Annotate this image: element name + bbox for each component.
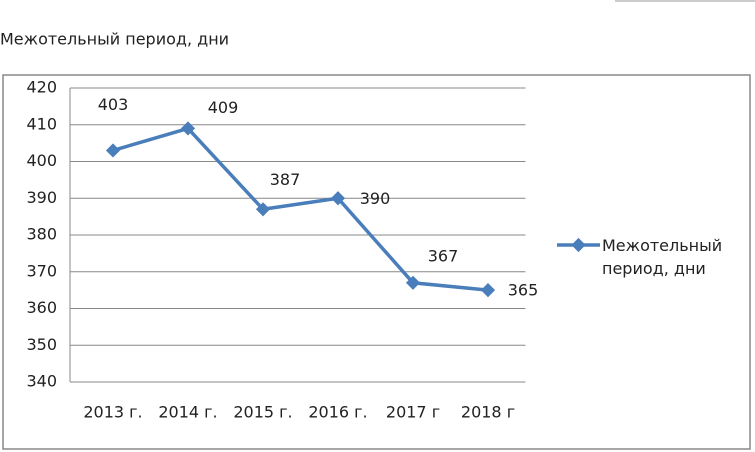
x-tick-label: 2017 г: [386, 403, 440, 422]
data-label: 390: [360, 189, 391, 208]
y-tick-label: 390: [26, 188, 57, 207]
legend-marker: [571, 237, 586, 253]
x-tick-label: 2013 г.: [83, 403, 142, 422]
x-tick-label: 2016 г.: [308, 403, 367, 422]
y-tick-label: 360: [26, 298, 57, 317]
y-tick-label: 350: [26, 335, 57, 354]
x-tick-label: 2018 г: [461, 403, 515, 422]
y-tick-label: 410: [26, 114, 57, 133]
data-label: 403: [98, 95, 129, 114]
point-marker: [330, 191, 346, 206]
y-tick-label: 340: [26, 372, 57, 391]
y-tick-label: 380: [26, 225, 57, 244]
point-marker: [480, 283, 496, 298]
data-label: 367: [428, 246, 459, 265]
y-tick-label: 370: [26, 261, 57, 280]
legend-label: Межотельный период, дни: [602, 236, 723, 278]
point-marker: [405, 275, 421, 290]
point-marker: [255, 202, 271, 217]
data-label: 409: [208, 98, 239, 117]
x-tick-label: 2014 г.: [158, 403, 217, 422]
data-label: 387: [270, 170, 301, 189]
point-marker: [105, 143, 121, 158]
series-line: [112, 126, 489, 292]
x-tick-label: 2015 г.: [233, 403, 292, 422]
y-tick-label: 420: [26, 78, 57, 97]
data-label: 365: [508, 281, 539, 300]
y-tick-label: 400: [26, 151, 57, 170]
chart-frame: [2, 74, 751, 450]
chart-title: Межотельный период, дни: [0, 30, 229, 49]
